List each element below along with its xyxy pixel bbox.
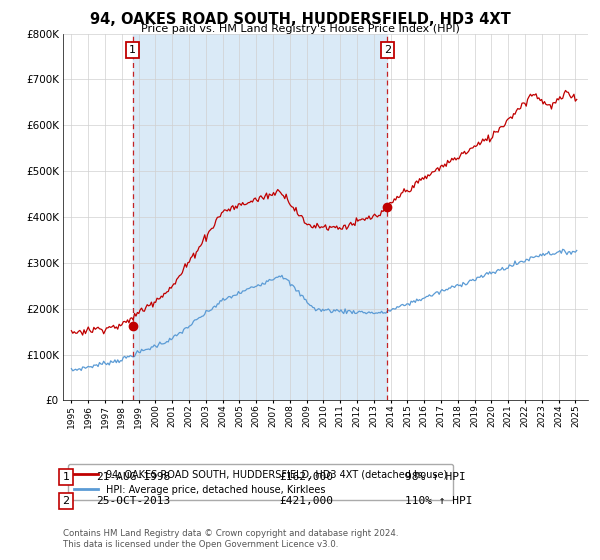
Text: 98% ↑ HPI: 98% ↑ HPI [405,472,466,482]
Text: £421,000: £421,000 [279,496,333,506]
Text: £162,000: £162,000 [279,472,333,482]
Legend: 94, OAKES ROAD SOUTH, HUDDERSFIELD, HD3 4XT (detached house), HPI: Average price: 94, OAKES ROAD SOUTH, HUDDERSFIELD, HD3 … [68,464,453,501]
Text: 2: 2 [62,496,70,506]
Text: 94, OAKES ROAD SOUTH, HUDDERSFIELD, HD3 4XT: 94, OAKES ROAD SOUTH, HUDDERSFIELD, HD3 … [89,12,511,27]
Text: 1: 1 [129,45,136,55]
Text: Price paid vs. HM Land Registry's House Price Index (HPI): Price paid vs. HM Land Registry's House … [140,24,460,34]
Text: 25-OCT-2013: 25-OCT-2013 [96,496,170,506]
Text: 110% ↑ HPI: 110% ↑ HPI [405,496,473,506]
Text: 21-AUG-1998: 21-AUG-1998 [96,472,170,482]
Text: Contains HM Land Registry data © Crown copyright and database right 2024.
This d: Contains HM Land Registry data © Crown c… [63,529,398,549]
Text: 1: 1 [62,472,70,482]
Text: 2: 2 [384,45,391,55]
Bar [133,34,388,400]
